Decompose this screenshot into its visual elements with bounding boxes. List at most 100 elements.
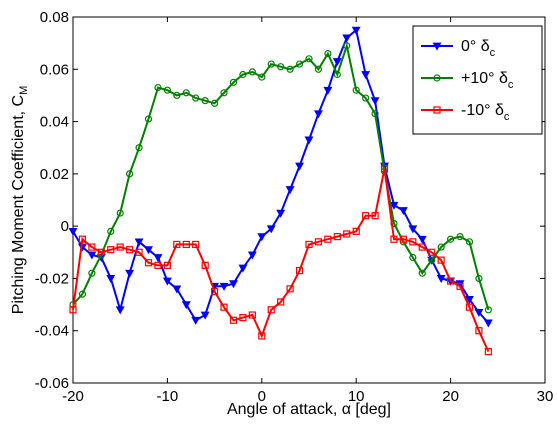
data-point — [361, 71, 371, 80]
data-point — [248, 311, 256, 319]
data-point — [305, 55, 313, 63]
data-point — [343, 230, 351, 238]
data-point — [229, 280, 238, 289]
data-point — [107, 227, 115, 235]
data-point — [295, 266, 304, 275]
data-point — [465, 295, 474, 304]
x-axis-label: Angle of attack, α [deg] — [227, 401, 391, 418]
y-axis-label: Pitching Moment Coefficient, CM — [10, 86, 30, 315]
data-point — [201, 97, 209, 105]
data-point — [173, 240, 181, 249]
data-point — [432, 42, 442, 51]
data-point — [484, 348, 492, 356]
data-point — [398, 207, 408, 216]
data-point — [465, 303, 474, 311]
data-point — [125, 269, 135, 278]
data-point — [88, 243, 96, 251]
data-point — [314, 238, 323, 246]
data-point — [371, 110, 379, 118]
data-point — [173, 91, 181, 100]
data-point — [192, 240, 200, 249]
legend-label: 0° δc — [461, 38, 496, 59]
data-point — [447, 235, 455, 243]
data-point — [286, 65, 294, 73]
data-point — [267, 306, 275, 314]
y-tick-label: -0.06 — [35, 375, 69, 392]
y-axis-label-subscript: M — [18, 86, 30, 95]
data-point — [163, 86, 171, 94]
y-axis-label-main: Pitching Moment Coefficient, C — [10, 95, 27, 314]
x-tick-label: 30 — [537, 388, 554, 405]
x-tick-label: -10 — [157, 388, 179, 405]
y-tick-label: 0.04 — [40, 114, 69, 131]
data-point — [220, 89, 228, 97]
data-point — [475, 327, 483, 335]
data-point — [126, 170, 134, 178]
data-point — [181, 301, 191, 310]
data-point — [153, 254, 163, 263]
data-point — [135, 144, 143, 152]
y-tick-label: 0.06 — [40, 61, 69, 78]
legend-label-main: -10° δ — [461, 102, 504, 119]
data-point — [135, 248, 143, 256]
axis-tick-labels: -20 -10 0 10 20 30 -0.06 -0.04 -0.02 0 0.02 0.04 0.0… — [35, 9, 554, 405]
data-point — [370, 97, 380, 106]
legend-label-main: +10° δ — [461, 70, 508, 87]
y-tick-label: 0.08 — [40, 9, 69, 26]
data-point — [474, 309, 484, 318]
data-point — [399, 235, 407, 243]
data-point — [144, 115, 153, 123]
data-point — [285, 186, 295, 195]
data-point — [116, 209, 124, 217]
data-point — [437, 243, 445, 251]
data-point — [191, 316, 201, 325]
data-point — [342, 34, 352, 43]
data-point — [352, 86, 360, 94]
data-point — [371, 212, 379, 220]
x-tick-label: -20 — [62, 388, 84, 405]
data-point — [433, 106, 441, 114]
data-point — [428, 248, 436, 256]
data-point — [247, 251, 257, 260]
data-point — [154, 83, 162, 92]
data-point — [305, 240, 313, 249]
data-point — [352, 227, 360, 235]
data-point — [239, 314, 247, 322]
data-point — [78, 290, 87, 298]
data-point — [433, 74, 441, 82]
data-point — [277, 298, 285, 306]
data-point — [390, 235, 398, 243]
plot-area-frame — [72, 16, 546, 384]
data-point — [87, 251, 97, 260]
data-point — [277, 63, 285, 71]
data-point — [69, 306, 77, 314]
data-point — [258, 73, 266, 81]
data-point — [144, 246, 153, 255]
data-point — [144, 259, 153, 267]
data-point — [201, 261, 209, 269]
legend-label: +10° δc — [461, 70, 514, 91]
legend-label-subscript: c — [490, 47, 496, 59]
data-point — [219, 282, 229, 291]
data-point — [172, 285, 182, 294]
x-tick-label: 20 — [442, 388, 459, 405]
legend-label-subscript: c — [508, 79, 514, 91]
legend-label-subscript: c — [504, 111, 510, 123]
data-point — [343, 42, 351, 50]
data-point — [295, 60, 304, 68]
data-point — [324, 49, 332, 58]
data-point — [97, 248, 105, 256]
data-point — [239, 70, 247, 79]
data-point — [88, 269, 96, 277]
data-point — [211, 99, 219, 107]
data-point — [436, 275, 446, 284]
data-point — [333, 233, 341, 241]
legend-label: -10° δc — [461, 102, 510, 123]
data-point — [447, 277, 455, 285]
data-point — [323, 86, 333, 95]
legend-entry: 0° δc — [421, 38, 496, 59]
x-tick-label: 10 — [348, 388, 365, 405]
data-point — [68, 227, 78, 237]
data-point — [418, 269, 426, 277]
